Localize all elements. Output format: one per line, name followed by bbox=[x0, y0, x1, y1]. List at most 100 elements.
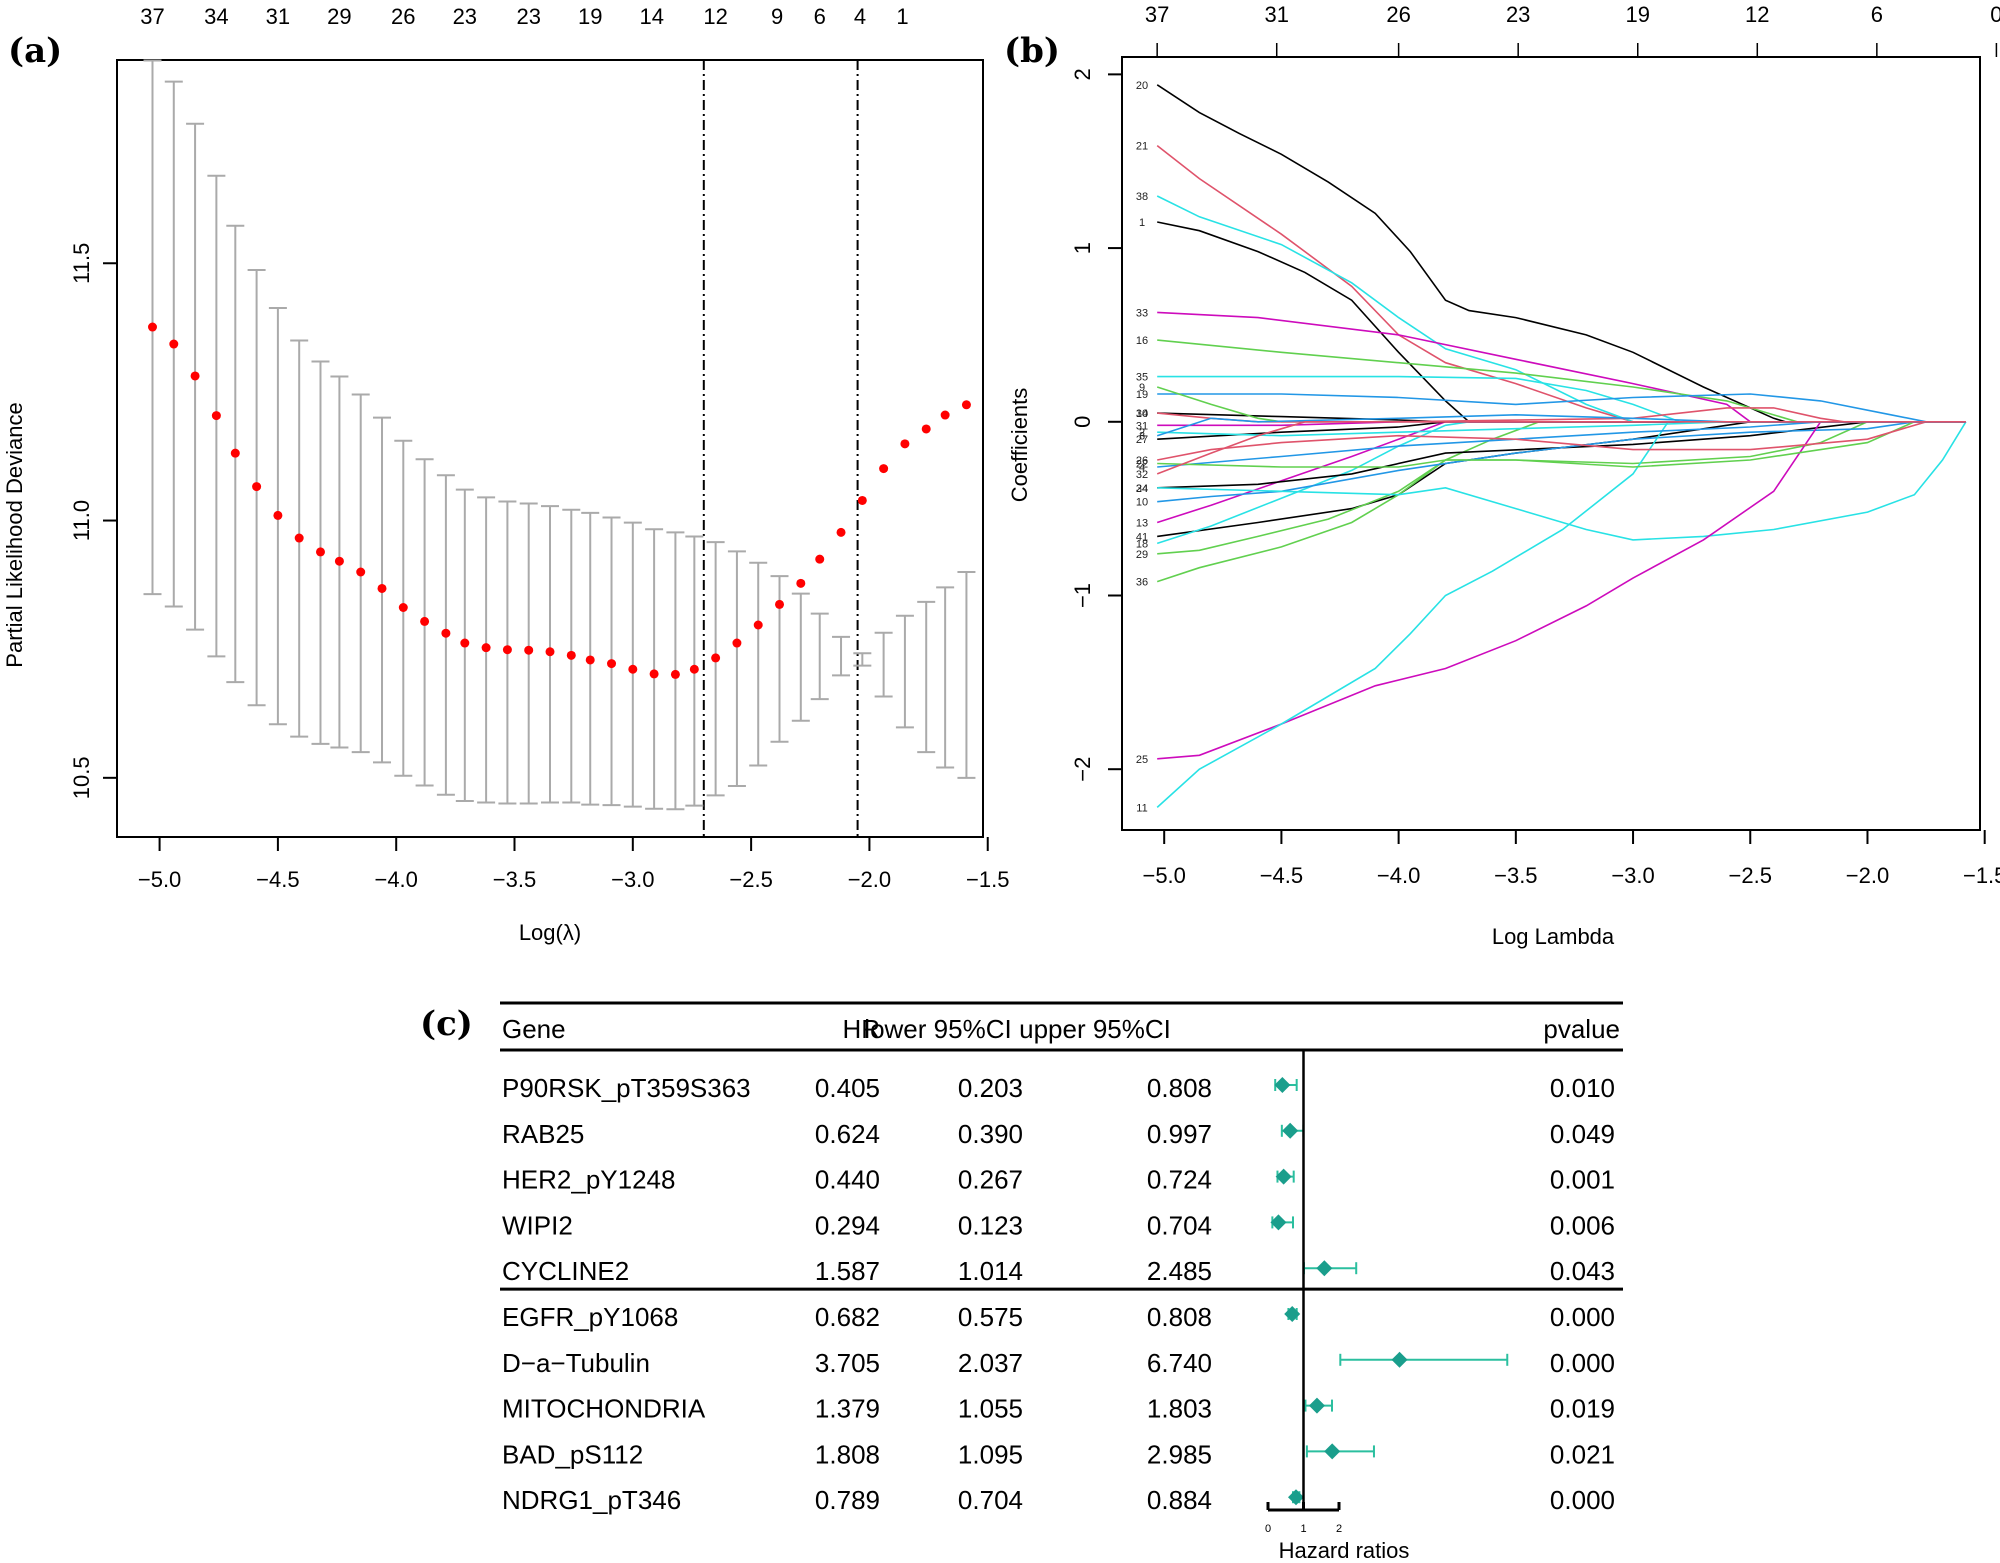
path-label: 30 bbox=[1136, 408, 1148, 420]
coefficient-path bbox=[1157, 221, 1966, 423]
table-row: MITOCHONDRIA 1.379 1.055 1.803 0.019 bbox=[502, 1394, 1615, 1424]
table-row: BAD_pS112 1.808 1.095 2.985 0.021 bbox=[502, 1439, 1615, 1469]
plot-frame-a bbox=[116, 59, 984, 838]
deviance-point bbox=[921, 424, 931, 434]
deviance-point bbox=[460, 638, 470, 648]
x-tick-label: −2.0 bbox=[848, 867, 891, 892]
coefficient-paths bbox=[1156, 84, 1967, 808]
path-label: 18 bbox=[1136, 538, 1148, 550]
top-axis-label: 23 bbox=[516, 4, 540, 29]
x-tick-label: −5.0 bbox=[1142, 863, 1185, 888]
column-header: HR bbox=[842, 1014, 880, 1044]
top-axis-label: 23 bbox=[453, 4, 477, 29]
plot-frame-b bbox=[1121, 56, 1981, 831]
top-axis-label: 31 bbox=[266, 4, 290, 29]
deviance-point bbox=[252, 482, 262, 492]
path-label: 10 bbox=[1136, 497, 1148, 509]
table-row: CYCLINE2 1.587 1.014 2.485 0.043 bbox=[502, 1256, 1615, 1286]
cell-hr: 0.405 bbox=[815, 1073, 880, 1103]
coefficient-path-plot: 2021381331635191491341182936341024251142… bbox=[1007, 2, 2000, 949]
y-tick-label: 11.5 bbox=[69, 243, 94, 284]
column-header: upper 95%CI bbox=[1019, 1014, 1171, 1044]
deviance-point bbox=[879, 464, 889, 474]
cell-pvalue: 0.000 bbox=[1550, 1348, 1615, 1378]
y-tick-label: 2 bbox=[1070, 68, 1095, 80]
x-tick-label: −4.0 bbox=[1377, 863, 1420, 888]
x-tick-label: −4.5 bbox=[1260, 863, 1303, 888]
cell-pvalue: 0.001 bbox=[1550, 1165, 1615, 1195]
top-axis-label: 12 bbox=[1745, 2, 1769, 27]
coefficient-path bbox=[1157, 421, 1967, 541]
hr-marker bbox=[1288, 1489, 1305, 1506]
cell-lower: 0.704 bbox=[958, 1485, 1023, 1515]
deviance-point bbox=[294, 533, 304, 543]
table-row: EGFR_pY1068 0.682 0.575 0.808 0.000 bbox=[502, 1302, 1615, 1332]
cell-lower: 0.390 bbox=[958, 1119, 1023, 1149]
x-tick-label: −4.0 bbox=[374, 867, 417, 892]
cell-pvalue: 0.019 bbox=[1550, 1394, 1615, 1424]
top-axis-label: 6 bbox=[1871, 2, 1883, 27]
coefficient-path bbox=[1156, 195, 1966, 423]
coefficient-path bbox=[1157, 421, 1966, 468]
cell-hr: 0.440 bbox=[815, 1165, 880, 1195]
cell-lower: 1.055 bbox=[958, 1394, 1023, 1424]
cell-lower: 2.037 bbox=[958, 1348, 1023, 1378]
cell-upper: 6.740 bbox=[1147, 1348, 1212, 1378]
deviance-point bbox=[585, 655, 595, 665]
deviance-point bbox=[545, 647, 555, 657]
cell-upper: 0.724 bbox=[1147, 1165, 1212, 1195]
cell-pvalue: 0.043 bbox=[1550, 1256, 1615, 1286]
y-axis-a: 10.5 11.0 11.5 bbox=[69, 243, 117, 799]
coefficient-path bbox=[1157, 311, 1966, 423]
cell-pvalue: 0.000 bbox=[1550, 1485, 1615, 1515]
panel-label-b: (b) bbox=[1004, 31, 1060, 71]
cell-pvalue: 0.021 bbox=[1550, 1439, 1615, 1469]
path-label: 21 bbox=[1136, 141, 1148, 153]
cell-gene: P90RSK_pT359S363 bbox=[502, 1073, 751, 1103]
panel-label-c: (c) bbox=[420, 1004, 473, 1044]
path-label: 19 bbox=[1136, 389, 1148, 401]
coefficient-path bbox=[1156, 84, 1966, 423]
table-row: RAB25 0.624 0.390 0.997 0.049 bbox=[502, 1119, 1615, 1149]
deviance-point bbox=[796, 578, 806, 588]
path-label: 29 bbox=[1136, 549, 1148, 561]
path-label: 34 bbox=[1136, 483, 1148, 495]
cell-hr: 0.294 bbox=[815, 1210, 880, 1240]
lambda-lines bbox=[702, 60, 859, 837]
deviance-point bbox=[732, 638, 742, 648]
deviance-point bbox=[670, 669, 680, 679]
forest-x-title: Hazard ratios bbox=[1279, 1538, 1410, 1563]
cell-lower: 0.575 bbox=[958, 1302, 1023, 1332]
path-label: 26 bbox=[1136, 455, 1148, 467]
deviance-point bbox=[753, 620, 763, 630]
cell-gene: MITOCHONDRIA bbox=[502, 1394, 706, 1424]
errorbars bbox=[143, 59, 976, 811]
cell-pvalue: 0.049 bbox=[1550, 1119, 1615, 1149]
path-label: 2 bbox=[1139, 427, 1145, 439]
hr-marker bbox=[1282, 1122, 1299, 1139]
deviance-point bbox=[566, 650, 576, 660]
cell-gene: WIPI2 bbox=[502, 1210, 573, 1240]
path-label: 16 bbox=[1136, 335, 1148, 347]
x-tick-label: −2.5 bbox=[729, 867, 772, 892]
cell-lower: 0.123 bbox=[958, 1210, 1023, 1240]
deviance-point bbox=[481, 643, 491, 653]
top-axis-label: 4 bbox=[854, 4, 866, 29]
top-axis-a: 37 34 31 29 26 23 23 19 14 12 9 6 4 1 bbox=[140, 4, 908, 29]
y-tick-label: −1 bbox=[1070, 583, 1095, 608]
y-axis-b: −2 −1 0 1 2 bbox=[1070, 68, 1122, 782]
deviance-point bbox=[836, 527, 846, 537]
cell-hr: 1.379 bbox=[815, 1394, 880, 1424]
x-tick-label: −3.5 bbox=[1494, 863, 1537, 888]
y-tick-label: 11.0 bbox=[69, 500, 94, 541]
deviance-point bbox=[775, 599, 785, 609]
deviance-point bbox=[190, 371, 200, 381]
top-axis-label: 9 bbox=[771, 4, 783, 29]
path-label: 24 bbox=[1136, 483, 1148, 495]
cell-upper: 0.808 bbox=[1147, 1073, 1212, 1103]
cell-hr: 1.587 bbox=[815, 1256, 880, 1286]
cell-gene: D−a−Tubulin bbox=[502, 1348, 650, 1378]
cell-gene: BAD_pS112 bbox=[502, 1439, 643, 1469]
coefficient-path bbox=[1157, 393, 1966, 423]
